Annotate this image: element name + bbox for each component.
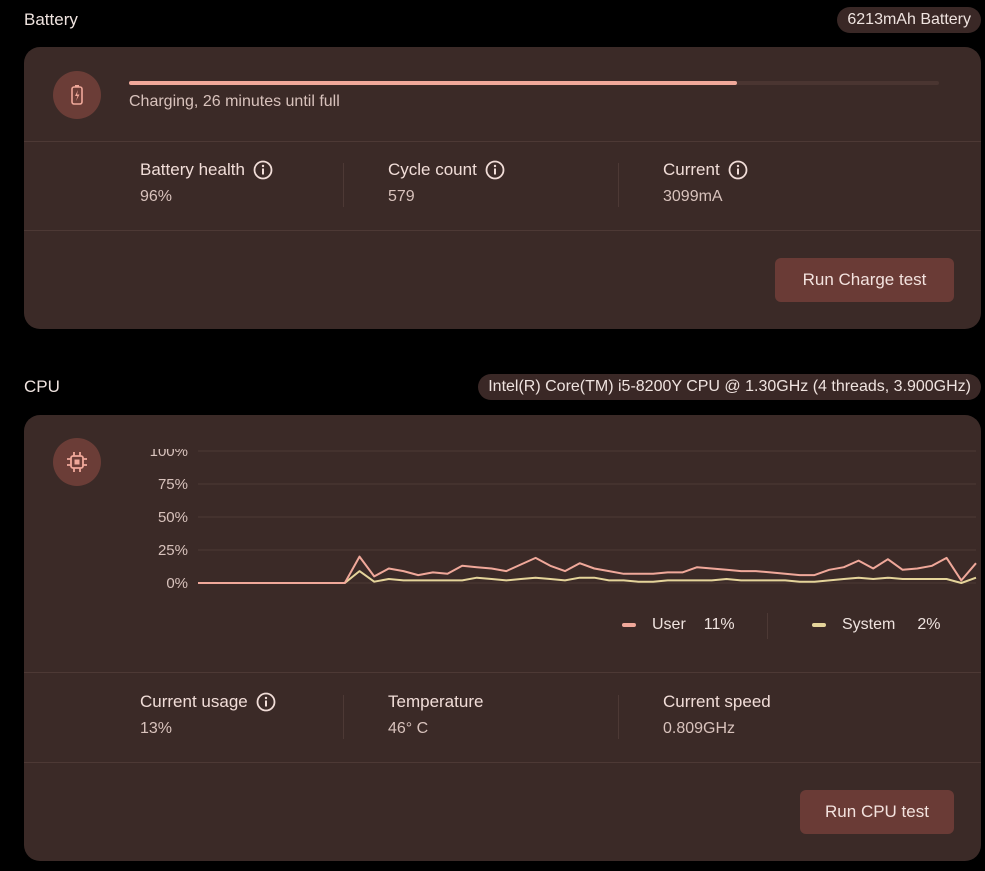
- battery-card: Charging, 26 minutes until full Battery …: [24, 47, 981, 329]
- series-line-user: [198, 555, 977, 584]
- info-icon[interactable]: [256, 692, 276, 712]
- current-speed-value: 0.809GHz: [663, 720, 736, 737]
- divider: [24, 672, 981, 673]
- info-icon[interactable]: [253, 160, 273, 180]
- legend-swatch-system: [812, 623, 826, 627]
- battery-health-label: Battery health: [140, 160, 245, 179]
- current-label: Current: [663, 160, 720, 179]
- charge-status: Charging, 26 minutes until full: [129, 93, 340, 110]
- y-tick-label: 100%: [150, 449, 188, 460]
- battery-icon-badge: [53, 71, 101, 119]
- legend-system: System 2%: [812, 616, 940, 634]
- current-usage-label: Current usage: [140, 692, 248, 711]
- divider: [618, 695, 619, 739]
- temperature-value: 46° C: [388, 720, 429, 737]
- run-cpu-test-button[interactable]: Run CPU test: [800, 790, 954, 834]
- legend-user: User 11%: [622, 616, 735, 634]
- cpu-chip-icon: [67, 452, 87, 472]
- y-tick-label: 25%: [158, 542, 188, 559]
- cycle-count-label: Cycle count: [388, 160, 477, 179]
- legend-user-value: 11%: [703, 616, 735, 633]
- cpu-icon-badge: [53, 438, 101, 486]
- legend-user-name: User: [652, 616, 686, 633]
- cycle-count-value: 579: [388, 188, 415, 205]
- charge-progress-bar: [129, 81, 939, 85]
- current-speed-stat: Current speed 0.809GHz: [663, 691, 771, 738]
- series-line-system: [198, 570, 977, 584]
- legend-swatch-user: [622, 623, 636, 627]
- divider: [767, 613, 768, 639]
- temperature-label: Temperature: [388, 692, 484, 711]
- divider: [24, 141, 981, 142]
- info-icon[interactable]: [728, 160, 748, 180]
- divider: [343, 163, 344, 207]
- current-usage-value: 13%: [140, 720, 173, 737]
- battery-capacity-chip: 6213mAh Battery: [837, 7, 981, 33]
- current-stat: Current 3099mA: [663, 159, 748, 206]
- cpu-model-chip: Intel(R) Core(TM) i5-8200Y CPU @ 1.30GHz…: [478, 374, 981, 400]
- battery-health-value: 96%: [140, 188, 173, 205]
- y-tick-label: 50%: [158, 509, 188, 526]
- cpu-usage-chart: 100% 75% 50% 25% 0%: [150, 449, 977, 592]
- y-tick-label: 0%: [166, 575, 188, 592]
- info-icon[interactable]: [485, 160, 505, 180]
- legend-system-name: System: [842, 616, 896, 633]
- cpu-section-title: CPU: [24, 377, 60, 396]
- divider: [343, 695, 344, 739]
- divider: [24, 762, 981, 763]
- current-usage-stat: Current usage 13%: [140, 691, 276, 738]
- cycle-count-stat: Cycle count 579: [388, 159, 505, 206]
- charge-progress-fill: [129, 81, 737, 85]
- battery-charging-icon: [71, 85, 83, 105]
- run-charge-test-button[interactable]: Run Charge test: [775, 258, 954, 302]
- divider: [24, 230, 981, 231]
- cpu-card: 100% 75% 50% 25% 0% User 11% System 2% Curre…: [24, 415, 981, 861]
- current-speed-label: Current speed: [663, 692, 771, 711]
- battery-section-title: Battery: [24, 10, 78, 29]
- temperature-stat: Temperature 46° C: [388, 691, 483, 738]
- divider: [618, 163, 619, 207]
- y-tick-label: 75%: [158, 476, 188, 493]
- current-value: 3099mA: [663, 188, 723, 205]
- battery-health-stat: Battery health 96%: [140, 159, 273, 206]
- legend-system-value: 2%: [917, 616, 941, 633]
